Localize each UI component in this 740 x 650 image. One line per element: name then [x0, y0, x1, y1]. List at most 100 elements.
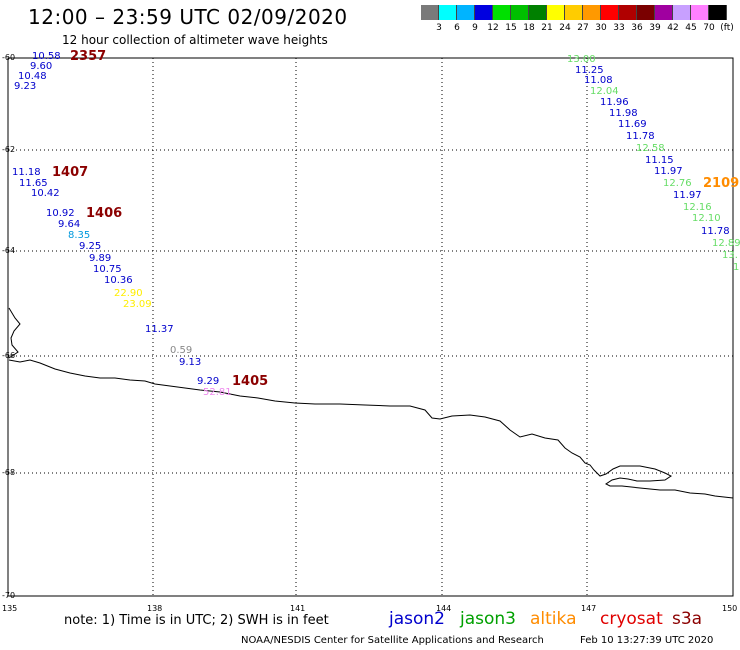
wave-height-value: 13.00	[567, 54, 596, 65]
wave-height-value: 10.48	[18, 71, 47, 82]
wave-height-value: 11.08	[584, 75, 613, 86]
colorbar-label: (ft)	[720, 23, 734, 33]
mission-legend-s3a: s3a	[672, 609, 703, 629]
wave-height-value: 11.37	[145, 324, 174, 335]
wave-height-value: 12.04	[590, 86, 619, 97]
colorbar-label: 21	[541, 23, 553, 33]
wave-height-value: 11.78	[701, 226, 730, 237]
wave-height-value: 10.75	[93, 264, 122, 275]
wave-height-value: 9.25	[79, 241, 102, 252]
colorbar-swatch	[691, 5, 709, 20]
wave-height-value: 11.15	[645, 155, 674, 166]
units-note: note: 1) Time is in UTC; 2) SWH is in fe…	[64, 613, 329, 628]
wave-height-value: 9.23	[14, 81, 37, 92]
wave-height-value: 12.89	[712, 238, 740, 249]
credit-line: NOAA/NESDIS Center for Satellite Applica…	[241, 635, 544, 646]
map-title: 12:00 – 23:59 UTC 02/09/2020	[28, 5, 348, 29]
wave-height-value: 22.90	[114, 288, 143, 299]
colorbar-swatch	[439, 5, 457, 20]
latitude-tick-label: -70	[2, 591, 16, 600]
map-subtitle: 12 hour collection of altimeter wave hei…	[62, 33, 328, 47]
colorbar-label: 24	[559, 23, 571, 33]
latitude-tick-label: -60	[2, 53, 16, 62]
longitude-tick-label: 141	[290, 604, 306, 613]
colorbar-swatch	[673, 5, 691, 20]
wave-height-value: 10.92	[46, 208, 75, 219]
colorbar-swatch	[547, 5, 565, 20]
colorbar-swatch	[655, 5, 673, 20]
wave-height-value: 11.96	[600, 97, 629, 108]
colorbar-swatch	[475, 5, 493, 20]
latitude-tick-label: -66	[2, 351, 16, 360]
wave-height-value: 52.81	[203, 387, 232, 398]
longitude-tick-label: 147	[581, 604, 597, 613]
pass-time-label: 1407	[52, 165, 89, 180]
mission-legend-altika: altika	[530, 609, 577, 629]
colorbar-swatch	[565, 5, 583, 20]
colorbar-label: 45	[685, 23, 697, 33]
colorbar-label: 6	[454, 23, 460, 33]
wave-height-value: 12.16	[683, 202, 712, 213]
generated-timestamp: Feb 10 13:27:39 UTC 2020	[580, 635, 714, 646]
colorbar-label: 18	[523, 23, 535, 33]
wave-height-value: 11.69	[618, 119, 647, 130]
wave-height-value: 11.65	[19, 178, 48, 189]
colorbar-swatch	[583, 5, 601, 20]
colorbar-swatch	[637, 5, 655, 20]
colorbar-swatch	[493, 5, 511, 20]
wave-height-value: 10.42	[31, 188, 60, 199]
wave-height-value: 8.35	[68, 230, 91, 241]
map-frame	[7, 57, 734, 597]
latitude-tick-label: -62	[2, 145, 16, 154]
pass-time-label: 1405	[232, 374, 269, 389]
colorbar-label: 15	[505, 23, 517, 33]
latitude-tick-label: -68	[2, 468, 16, 477]
colorbar-label: 39	[649, 23, 661, 33]
wave-height-value: 9.89	[89, 253, 112, 264]
longitude-tick-label: 138	[147, 604, 163, 613]
wave-height-value: 0.59	[170, 345, 193, 356]
wave-height-value: 11.18	[12, 167, 41, 178]
colorbar-label: 30	[595, 23, 607, 33]
colorbar-swatch	[529, 5, 547, 20]
colorbar-swatch	[511, 5, 529, 20]
mission-legend-jason3: jason3	[460, 609, 516, 629]
wave-height-value: 9.64	[58, 219, 81, 230]
wave-height-value: 12.10	[692, 213, 721, 224]
colorbar-label: 27	[577, 23, 589, 33]
pass-time-label: 2357	[70, 49, 107, 64]
wave-height-value: 9.29	[197, 376, 220, 387]
wave-height-value: 9.13	[179, 357, 202, 368]
wave-height-value: 11.97	[654, 166, 683, 177]
coastline-fragment	[8, 307, 21, 359]
longitude-tick-label: 150	[722, 604, 738, 613]
wave-height-value: 10.36	[104, 275, 133, 286]
colorbar-label: 70	[703, 23, 715, 33]
colorbar-swatch	[709, 5, 727, 20]
latitude-tick-label: -64	[2, 246, 16, 255]
colorbar-label: 36	[631, 23, 643, 33]
wave-height-value: 9.60	[30, 61, 53, 72]
colorbar-label: 42	[667, 23, 679, 33]
colorbar-swatch	[421, 5, 439, 20]
wave-height-value: 1	[733, 262, 740, 273]
wave-height-value: 12.76	[663, 178, 692, 189]
colorbar-swatch	[457, 5, 475, 20]
wave-height-value: 11.98	[609, 108, 638, 119]
colorbar-swatch	[601, 5, 619, 20]
wave-height-value: 11.25	[575, 65, 604, 76]
colorbar-label: 9	[472, 23, 478, 33]
wave-height-value: 23.09	[123, 299, 152, 310]
colorbar-label: 33	[613, 23, 625, 33]
wave-height-value: 10.58	[32, 51, 61, 62]
wave-height-value: 13.	[722, 250, 738, 261]
graticule	[8, 58, 733, 596]
pass-time-label: 2109	[703, 176, 740, 191]
wave-height-value: 12.58	[636, 143, 665, 154]
longitude-tick-label: 144	[436, 604, 452, 613]
pass-time-label: 1406	[86, 206, 123, 221]
colorbar-swatch	[619, 5, 637, 20]
antarctic-coastline	[8, 359, 734, 499]
mission-legend-cryosat: cryosat	[600, 609, 663, 629]
colorbar-label: 3	[436, 23, 442, 33]
